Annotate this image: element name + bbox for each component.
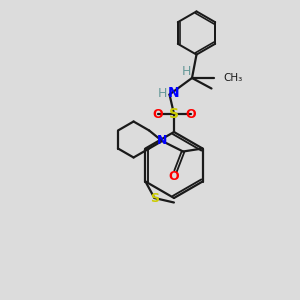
Text: O: O	[185, 107, 196, 121]
Text: N: N	[157, 134, 167, 148]
Text: H: H	[158, 86, 168, 100]
Text: O: O	[169, 170, 179, 184]
Text: N: N	[167, 86, 179, 100]
Text: S: S	[169, 107, 179, 121]
Text: CH₃: CH₃	[223, 73, 242, 83]
Text: H: H	[182, 65, 191, 78]
Text: O: O	[152, 107, 163, 121]
Text: S: S	[150, 191, 159, 205]
